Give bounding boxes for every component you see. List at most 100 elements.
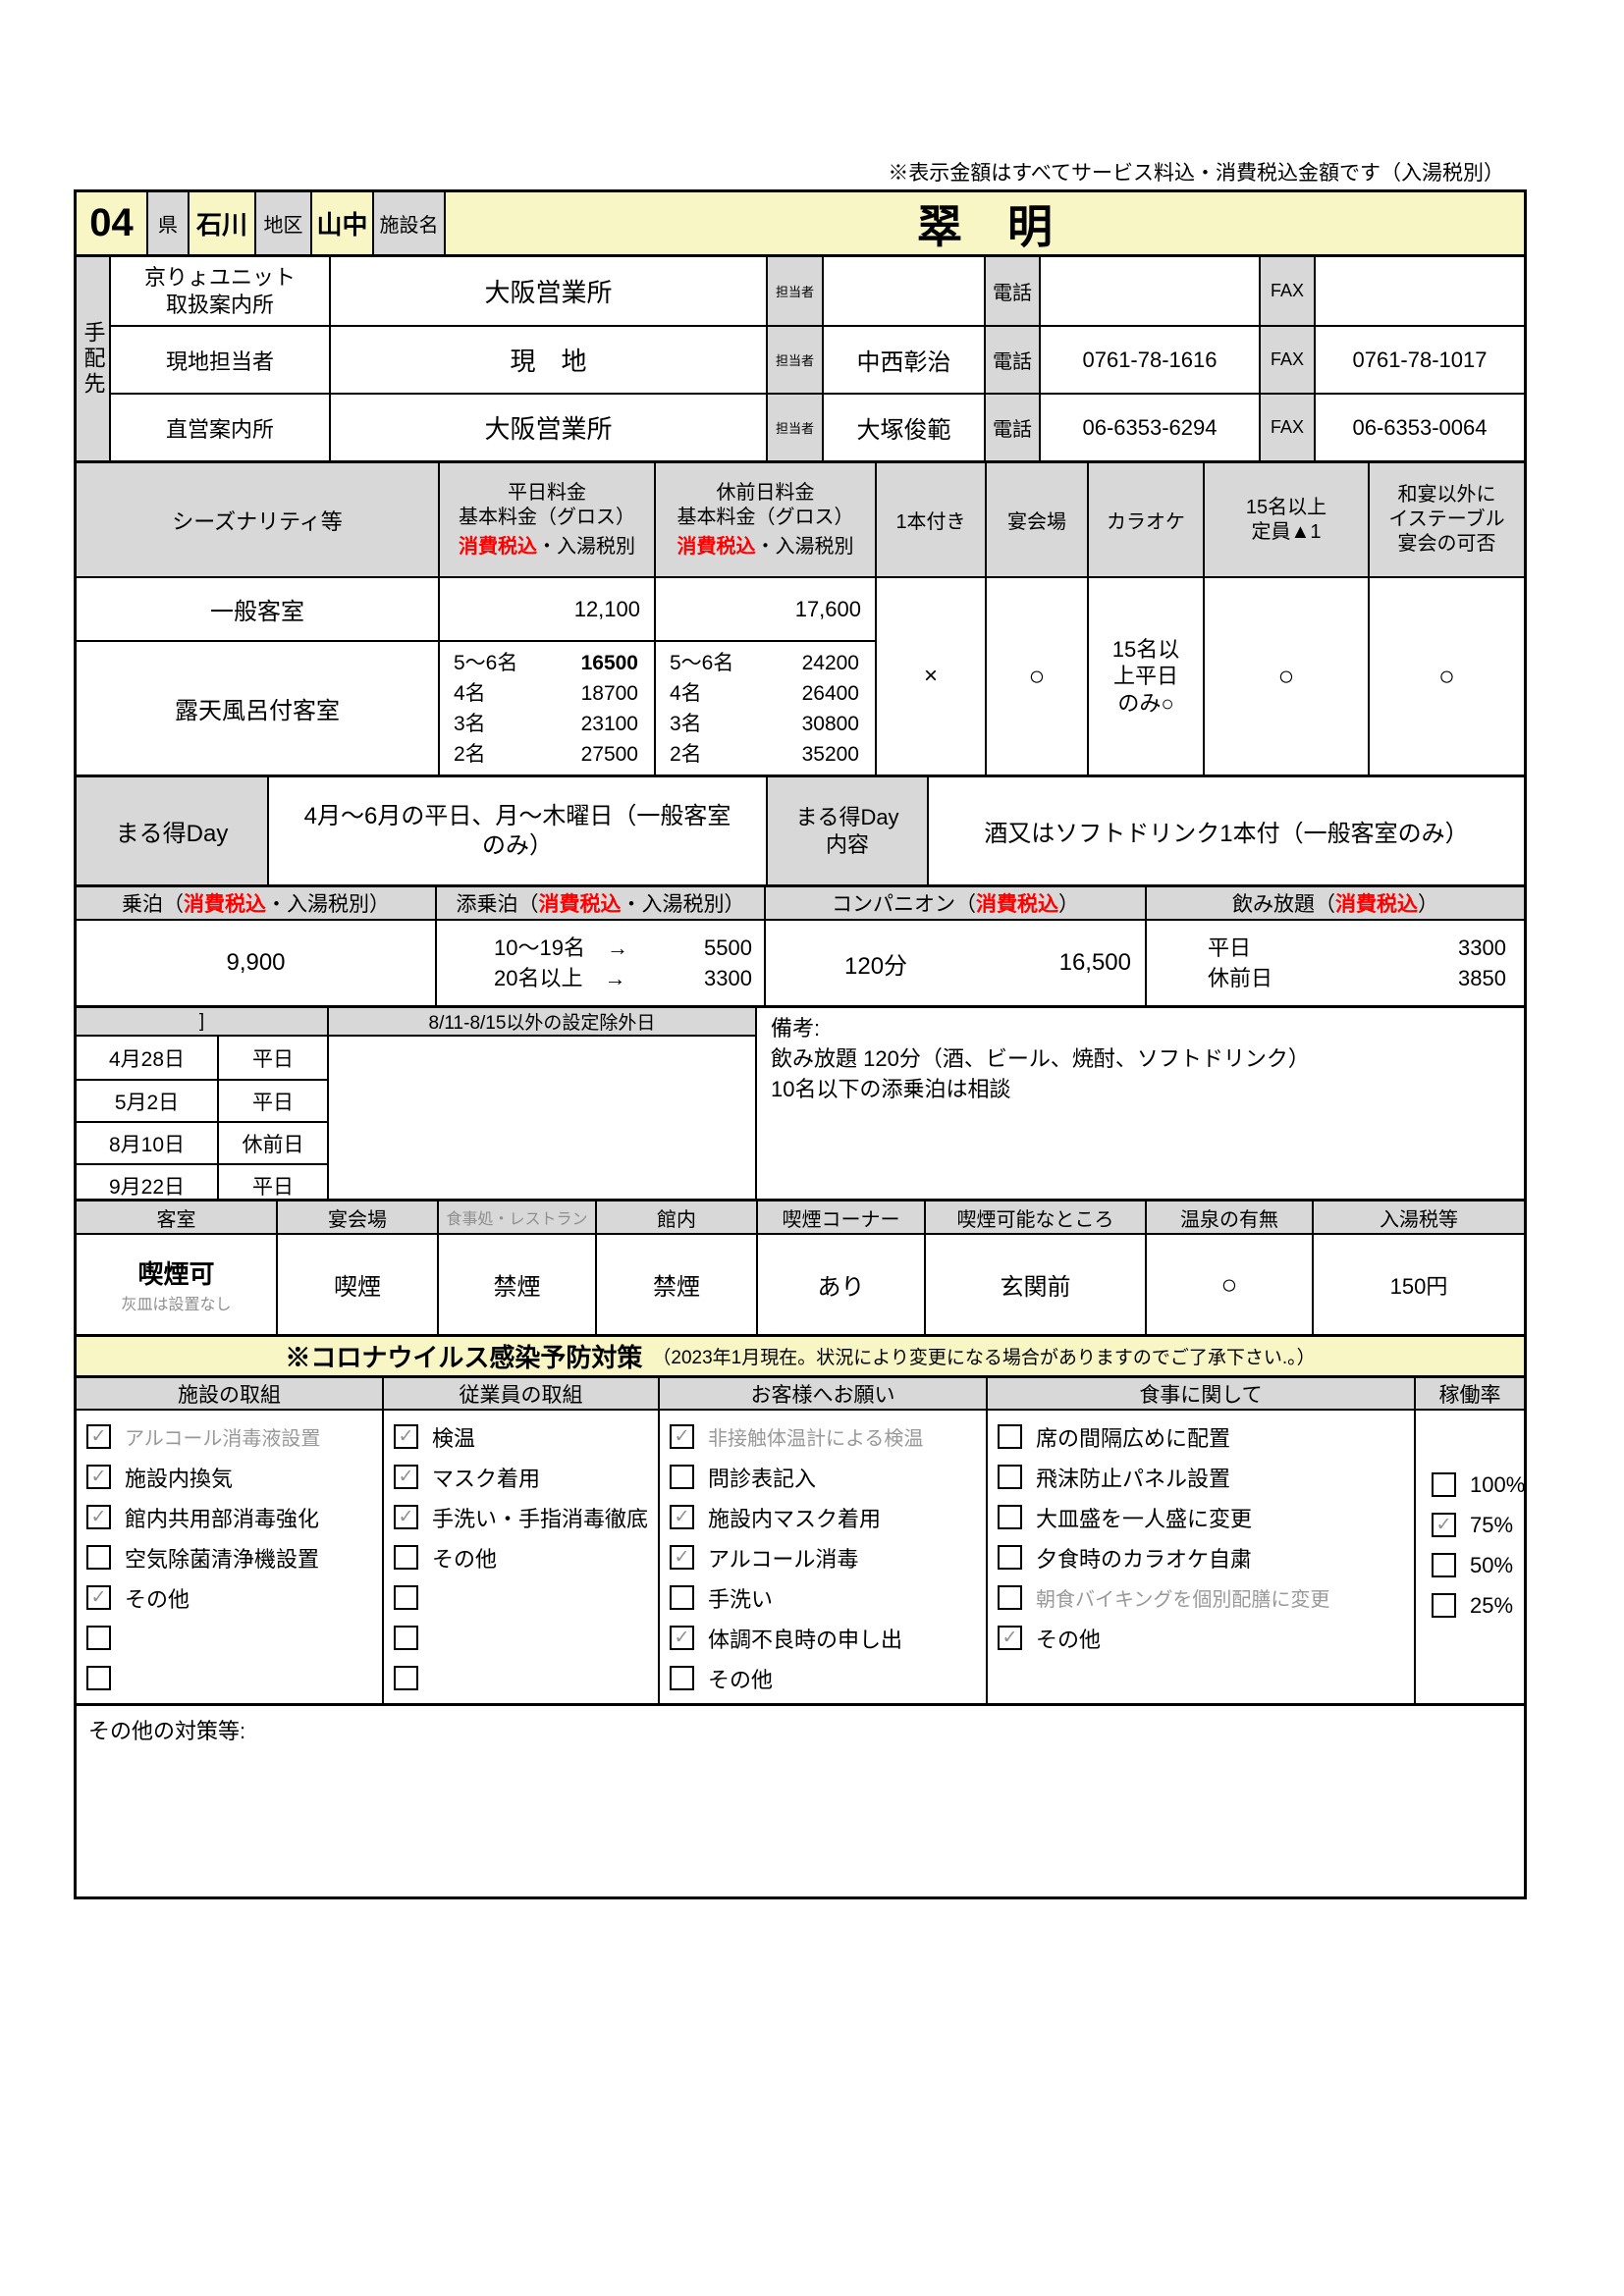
checkbox[interactable]: [670, 1465, 694, 1489]
checklist-label: その他: [708, 1667, 774, 1692]
price-line-label: 20名以上 →: [494, 966, 626, 990]
banquet-hall-mark: ○: [985, 578, 1087, 774]
checklist-item: 朝食バイキングを個別配膳に変更: [990, 1577, 1414, 1618]
checkbox[interactable]: [998, 1424, 1022, 1449]
checkbox[interactable]: ✓: [670, 1424, 694, 1449]
checklist-item: 空気除菌清浄機設置: [79, 1537, 382, 1577]
checklist-item: ✓ 体調不良時の申し出: [662, 1618, 986, 1658]
seasonality-header: シーズナリティ等: [77, 463, 438, 576]
contacts-section: 手配先 京りょユニット 取扱案内所 大阪営業所 担当者 電話 FAX 現地担当者…: [74, 254, 1527, 463]
fax-label: FAX: [1259, 257, 1314, 325]
exclusion-day-type: 休前日: [217, 1123, 327, 1163]
checklist-label: 75%: [1470, 1512, 1514, 1537]
checkbox[interactable]: [394, 1545, 418, 1570]
facility-name: 翠 明: [444, 192, 1524, 254]
banquet-hall-header: 宴会場: [985, 463, 1087, 576]
checklist-label: 25%: [1470, 1592, 1514, 1618]
price-disclaimer-note: ※表示金額はすべてサービス料込・消費税込金額です（入湯税別）: [888, 162, 1504, 185]
checklist-label: 手洗い: [708, 1586, 774, 1612]
exclusions-header: 8/11-8/15以外の設定除外日: [327, 1008, 755, 1035]
fax-number: 06-6353-0064: [1314, 395, 1524, 460]
rates-value-row: 9,900 10～19名 → 5500 20名以上 → 3300 120分 16,50…: [77, 919, 1524, 1005]
contact-row-local: 現地担当者 現 地 担当者 中西彰治 電話 0761-78-1616 FAX 0…: [111, 325, 1524, 393]
price-line: 10～19名 → 5500: [437, 934, 764, 961]
contact-row-unit-office: 京りょユニット 取扱案内所 大阪営業所 担当者 電話 FAX: [111, 257, 1524, 325]
guest-room-note: 灰皿は設置なし: [121, 1297, 232, 1313]
person-label: 担当者: [766, 395, 822, 460]
checkbox[interactable]: ✓: [670, 1545, 694, 1570]
exclusion-date: 9月22日: [108, 1175, 186, 1199]
checkbox[interactable]: ✓: [394, 1465, 418, 1489]
checkbox[interactable]: [394, 1626, 418, 1650]
rates-section: 乗泊（ 消費税込 ・入湯税別） 添乗泊（ 消費税込 ・入湯税別） コンパニオン（ 消費税込…: [74, 884, 1527, 1008]
checklist-label: 施設内マスク着用: [708, 1506, 882, 1531]
exclusion-date-list: 4月28日 平日 5月2日 平日 8月10日 休前日 9月22日 平日: [77, 1037, 327, 1205]
guest-room-header: 客室: [77, 1201, 276, 1233]
checkbox[interactable]: [998, 1465, 1022, 1489]
checklist-label: 問診表記入: [708, 1466, 817, 1491]
checkbox[interactable]: [394, 1585, 418, 1610]
open-air-weekday-prices: 5～6名 16500 4名 18700 3名 23100 2名 27500: [438, 642, 654, 774]
checkbox[interactable]: ✓: [394, 1505, 418, 1529]
checkbox[interactable]: ✓: [998, 1626, 1022, 1650]
price-line-value: 30800: [801, 712, 859, 735]
checkbox[interactable]: [998, 1545, 1022, 1570]
checkbox[interactable]: [1432, 1593, 1456, 1618]
contact-office: 大阪営業所: [329, 395, 766, 460]
checklist-item: [79, 1658, 382, 1698]
exclusions-body: 4月28日 平日 5月2日 平日 8月10日 休前日 9月22日 平日: [77, 1035, 755, 1205]
price-line: 2名 27500: [440, 741, 654, 768]
checkbox[interactable]: ✓: [394, 1424, 418, 1449]
karaoke-header: カラオケ: [1087, 463, 1203, 576]
remarks-line: 10名以下の添乗泊は相談: [771, 1076, 1011, 1101]
driver-stay-price: 9,900: [226, 949, 286, 976]
checkbox[interactable]: [1432, 1472, 1456, 1497]
checkbox[interactable]: ✓: [670, 1505, 694, 1529]
checkbox[interactable]: ✓: [86, 1585, 111, 1610]
exclusion-day-type: 平日: [217, 1081, 327, 1121]
companion-value: 16,500: [1058, 949, 1131, 976]
checklist-item: ✓ その他: [79, 1577, 382, 1618]
checkbox[interactable]: [86, 1666, 111, 1690]
checkbox[interactable]: [86, 1545, 111, 1570]
phone-label: 電話: [984, 327, 1039, 393]
checkbox[interactable]: ✓: [86, 1424, 111, 1449]
phone-number: 06-6353-6294: [1039, 395, 1259, 460]
covid-header-row: 施設の取組 従業員の取組 お客様へお願い 食事に関して 稼働率: [77, 1378, 1524, 1409]
checkbox[interactable]: [1432, 1553, 1456, 1577]
price-line: 2名 35200: [656, 741, 875, 768]
building-value: 禁煙: [595, 1235, 756, 1334]
escort-stay-prices: 10～19名 → 5500 20名以上 → 3300: [435, 921, 764, 1005]
checklist-label: 体調不良時の申し出: [708, 1627, 903, 1652]
restaurant-value: 禁煙: [437, 1235, 595, 1334]
capacity-mark: ○: [1203, 578, 1368, 774]
facility-measures-list: ✓ アルコール消毒液設置 ✓ 施設内換気 ✓ 館内共用部消毒強化 空気除菌清浄機設置 ✓ その他: [77, 1411, 382, 1703]
checkbox[interactable]: [394, 1666, 418, 1690]
price-line: 休前日 3850: [1147, 965, 1524, 991]
exclusions-header-row: ] 8/11-8/15以外の設定除外日: [77, 1008, 755, 1035]
exclusion-date: 5月2日: [114, 1091, 180, 1114]
checklist-item: その他: [386, 1537, 658, 1577]
smoking-header-row: 客室 宴会場 食事処・レストラン 館内 喫煙コーナー 喫煙可能なところ 温泉の有…: [77, 1201, 1524, 1233]
checkbox[interactable]: [670, 1666, 694, 1690]
checkbox[interactable]: ✓: [670, 1626, 694, 1650]
exclusion-date-row: 9月22日 平日: [77, 1163, 327, 1205]
checkbox[interactable]: ✓: [86, 1465, 111, 1489]
bottle-mark: ×: [875, 578, 985, 774]
fax-number: 0761-78-1017: [1314, 327, 1524, 393]
guest-room-value: 喫煙可 灰皿は設置なし: [77, 1235, 276, 1334]
checkbox[interactable]: ✓: [86, 1505, 111, 1529]
price-line-value: 23100: [580, 712, 638, 735]
price-line: 5～6名 24200: [656, 650, 875, 676]
checkbox[interactable]: [998, 1505, 1022, 1529]
checkbox[interactable]: [86, 1626, 111, 1650]
checkbox[interactable]: [670, 1585, 694, 1610]
checkbox[interactable]: ✓: [1432, 1513, 1456, 1537]
price-line-value: 16500: [580, 651, 638, 674]
guest-requests-header: お客様へお願い: [658, 1378, 986, 1409]
tax-note: 消費税込・入湯税別: [677, 536, 854, 558]
price-line: 平日 3300: [1147, 934, 1524, 961]
checkbox[interactable]: [998, 1585, 1022, 1610]
contacts-side-label: 手配先: [77, 257, 109, 460]
checklist-label: その他: [1036, 1627, 1102, 1652]
